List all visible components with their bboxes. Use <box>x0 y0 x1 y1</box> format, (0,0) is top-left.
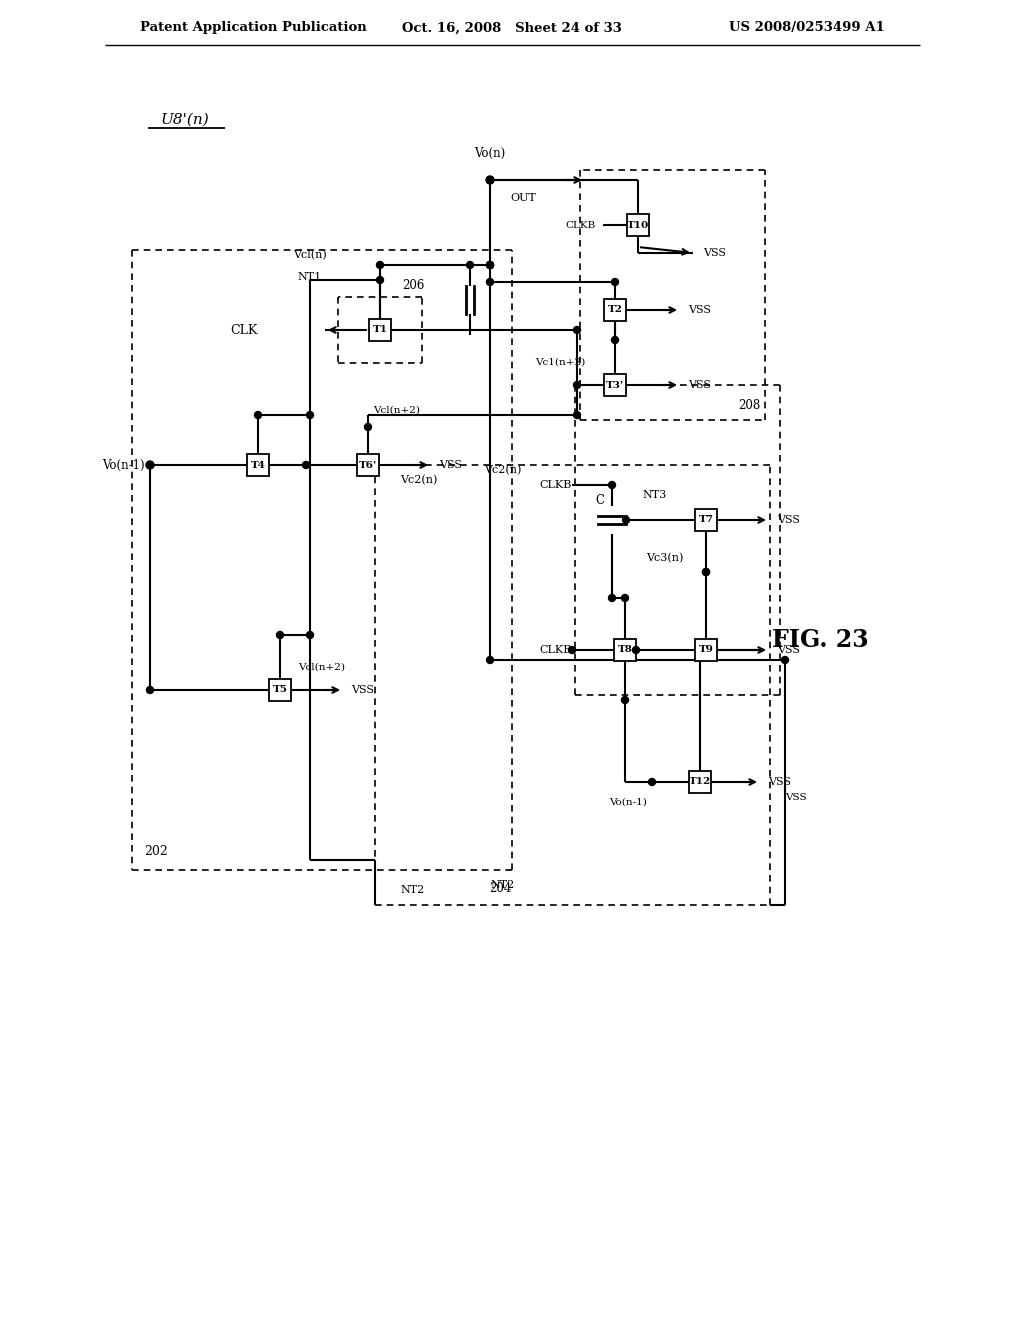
Bar <box>695 639 717 661</box>
Circle shape <box>622 697 629 704</box>
Text: 206: 206 <box>402 279 424 292</box>
Text: OUT: OUT <box>510 193 536 203</box>
Circle shape <box>702 569 710 576</box>
Text: T6': T6' <box>358 461 377 470</box>
Text: VSS: VSS <box>777 645 800 655</box>
Circle shape <box>146 686 154 693</box>
Circle shape <box>486 261 494 268</box>
Bar <box>627 214 649 236</box>
Text: VSS: VSS <box>439 459 462 470</box>
Text: T7: T7 <box>698 516 714 524</box>
Circle shape <box>255 412 261 418</box>
Text: Vcl(n): Vcl(n) <box>293 249 327 260</box>
Circle shape <box>486 261 494 268</box>
Text: VSS: VSS <box>768 777 791 787</box>
Bar <box>689 771 711 793</box>
Text: VSS: VSS <box>777 515 800 525</box>
Text: Vc3(n): Vc3(n) <box>646 553 684 564</box>
Text: NT3: NT3 <box>643 490 667 500</box>
Circle shape <box>486 177 494 183</box>
Circle shape <box>486 176 494 183</box>
Text: Vo(n-1): Vo(n-1) <box>102 458 145 471</box>
Circle shape <box>648 779 655 785</box>
Circle shape <box>302 462 309 469</box>
Bar <box>269 678 291 701</box>
Circle shape <box>622 594 629 602</box>
Circle shape <box>623 516 630 524</box>
Text: T9: T9 <box>698 645 714 655</box>
Text: Vo(n-1): Vo(n-1) <box>609 797 647 807</box>
Circle shape <box>276 631 284 639</box>
Circle shape <box>573 326 581 334</box>
Bar <box>614 639 636 661</box>
Text: T1: T1 <box>373 326 387 334</box>
Text: VSS: VSS <box>703 248 726 257</box>
Text: 204: 204 <box>488 882 511 895</box>
Circle shape <box>377 276 384 284</box>
Text: CLKB: CLKB <box>540 645 572 655</box>
Circle shape <box>486 261 494 268</box>
Text: T4: T4 <box>251 461 265 470</box>
Text: Vc2(n): Vc2(n) <box>400 475 437 486</box>
Text: C: C <box>595 494 604 507</box>
Text: NT1: NT1 <box>298 272 323 282</box>
Bar <box>247 454 269 477</box>
Text: Patent Application Publication: Patent Application Publication <box>140 21 367 34</box>
Circle shape <box>781 656 788 664</box>
Text: 208: 208 <box>737 399 760 412</box>
Text: VSS: VSS <box>688 380 711 389</box>
Bar <box>604 374 626 396</box>
Text: Oct. 16, 2008   Sheet 24 of 33: Oct. 16, 2008 Sheet 24 of 33 <box>402 21 622 34</box>
Circle shape <box>377 261 384 268</box>
Circle shape <box>611 337 618 343</box>
Text: T8: T8 <box>617 645 633 655</box>
Text: Vcl(n+2): Vcl(n+2) <box>298 663 345 672</box>
Text: Vc1(n+2): Vc1(n+2) <box>535 358 585 367</box>
Circle shape <box>365 424 372 430</box>
Circle shape <box>573 412 581 418</box>
Text: Vcl(n+2): Vcl(n+2) <box>373 407 420 414</box>
Circle shape <box>306 631 313 639</box>
Circle shape <box>608 594 615 602</box>
Text: US 2008/0253499 A1: US 2008/0253499 A1 <box>729 21 885 34</box>
Text: U8'(n): U8'(n) <box>161 114 209 127</box>
Bar <box>369 319 391 341</box>
Circle shape <box>633 647 640 653</box>
Bar <box>604 300 626 321</box>
Text: FIG. 23: FIG. 23 <box>772 628 868 652</box>
Text: VSS: VSS <box>688 305 711 315</box>
Text: T3': T3' <box>606 380 624 389</box>
Text: VSS: VSS <box>785 793 807 803</box>
Circle shape <box>573 381 581 388</box>
Text: NT2: NT2 <box>490 880 515 890</box>
Text: T10: T10 <box>627 220 649 230</box>
Text: CLKB: CLKB <box>540 480 572 490</box>
Bar <box>357 454 379 477</box>
Text: T5: T5 <box>272 685 288 694</box>
Text: T2: T2 <box>607 305 623 314</box>
Text: Vo(n): Vo(n) <box>474 147 506 160</box>
Text: 202: 202 <box>144 845 168 858</box>
Circle shape <box>306 412 313 418</box>
Circle shape <box>568 647 575 653</box>
Circle shape <box>486 656 494 664</box>
Circle shape <box>467 261 473 268</box>
Circle shape <box>146 461 154 469</box>
Text: NT2: NT2 <box>400 884 424 895</box>
Circle shape <box>608 482 615 488</box>
Text: Vc2(n): Vc2(n) <box>484 465 521 475</box>
Circle shape <box>702 569 710 576</box>
Text: CLK: CLK <box>230 323 258 337</box>
Circle shape <box>486 279 494 285</box>
Bar <box>695 510 717 531</box>
Text: VSS: VSS <box>351 685 374 696</box>
Circle shape <box>611 279 618 285</box>
Text: CLKB: CLKB <box>565 220 596 230</box>
Text: T12: T12 <box>689 777 711 787</box>
